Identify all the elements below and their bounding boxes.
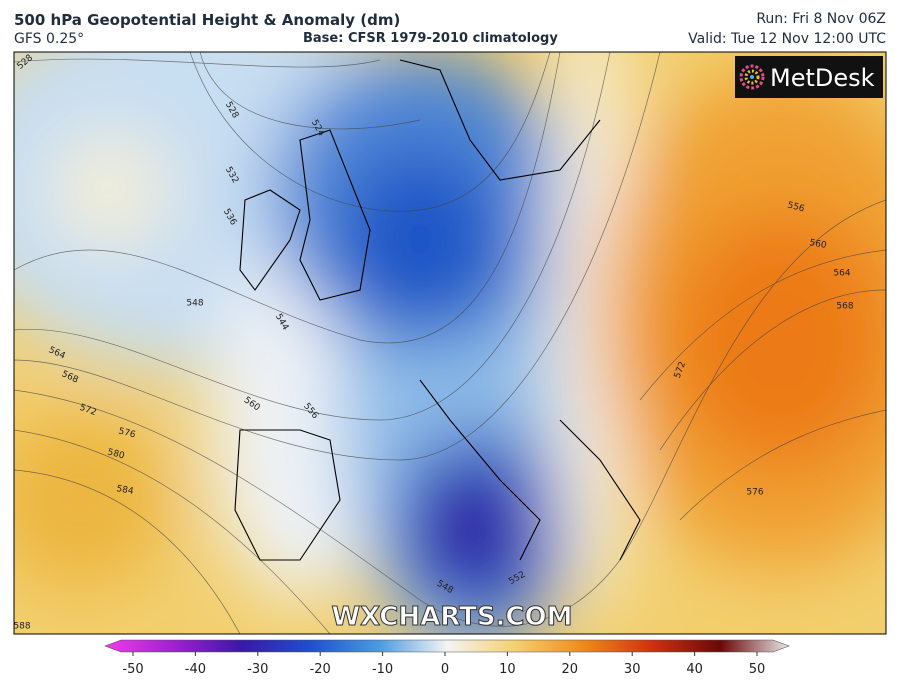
contour-label: 580 [106,447,125,461]
colorbar: -50 -40 -30 -20 -10 0 10 20 30 40 50 [104,639,790,677]
coastlines [234,59,641,561]
contour-label: 548 [186,299,203,309]
colorbar-tick-label: -20 [310,662,331,677]
colorbar-tick-label: 10 [499,662,516,677]
contour-label: 584 [116,484,135,497]
watermark: WXCHARTS.COM [331,602,572,632]
logo: MetDesk [770,64,875,92]
base: Base: CFSR 1979-2010 climatology [303,31,558,46]
run: Run: Fri 8 Nov 06Z [756,11,886,27]
contour-label: 564 [833,269,850,279]
anomaly-field [14,52,886,634]
contour-label: 556 [786,200,805,214]
colorbar-tick-label: 20 [562,662,579,677]
contour-label: 588 [13,622,30,632]
colorbar-tick-label: -40 [185,662,206,677]
contour-label: 576 [117,426,136,440]
colorbar-ramp [104,639,790,653]
contour-label: 576 [746,488,763,498]
contour-label: 560 [809,238,828,251]
colorbar-tick-label: 30 [624,662,641,677]
valid: Valid: Tue 12 Nov 12:00 UTC [688,31,886,47]
contours [14,52,886,634]
logo-icon [739,64,765,90]
colorbar-tick-label: 0 [441,662,449,677]
title: 500 hPa Geopotential Height & Anomaly (d… [14,11,401,29]
colorbar-tick-label: 40 [686,662,703,677]
logo-box [735,56,883,98]
colorbar-tick-label: -50 [122,662,143,677]
map-frame [13,51,887,635]
colorbar-tick-label: 50 [749,662,766,677]
colorbar-tick-label: -30 [247,662,268,677]
contour-label: 568 [836,302,853,312]
colorbar-tick-label: -10 [372,662,393,677]
model: GFS 0.25° [14,31,85,47]
